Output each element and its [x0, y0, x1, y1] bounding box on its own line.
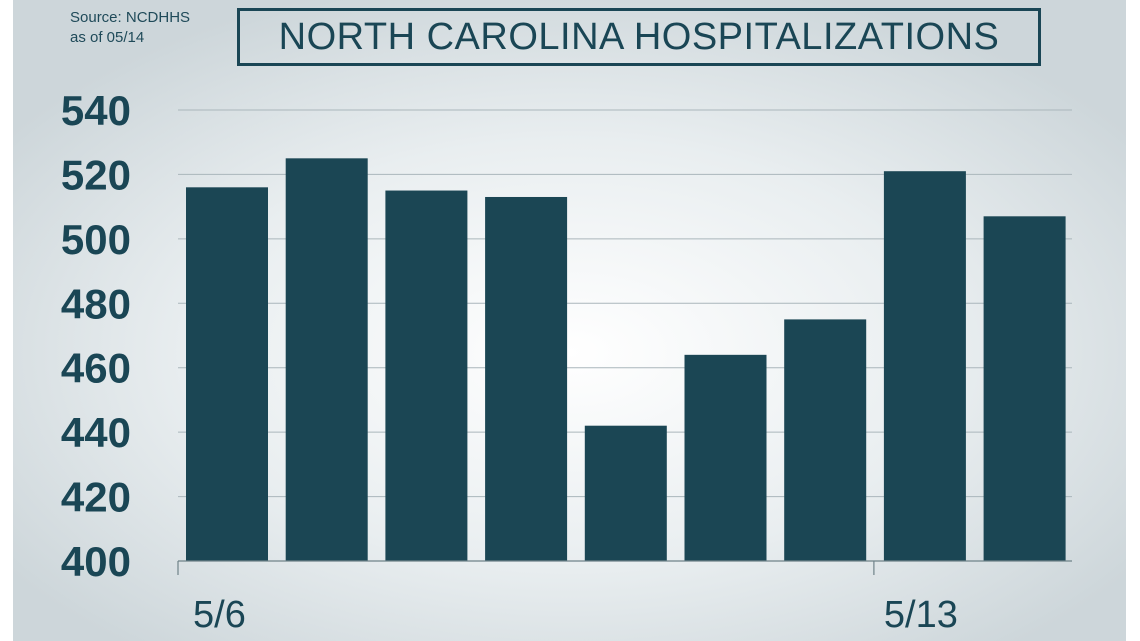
bar [784, 319, 867, 561]
x-tick-label: 5/6 [193, 594, 246, 636]
y-tick-label: 480 [61, 280, 131, 327]
bar [584, 425, 667, 561]
bar [883, 171, 966, 561]
bars [186, 158, 1066, 562]
source-note: Source: NCDHHS as of 05/14 [70, 8, 190, 48]
y-axis-ticks: 400 420 440 460 480 500 520 540 [61, 87, 131, 585]
right-frame-border [1126, 0, 1140, 641]
y-tick-label: 500 [61, 216, 131, 263]
chart-title-box: NORTH CAROLINA HOSPITALIZATIONS [237, 8, 1041, 66]
y-tick-label: 520 [61, 151, 131, 198]
y-tick-label: 400 [61, 538, 131, 585]
source-line: Source: NCDHHS [70, 9, 191, 26]
bar [983, 216, 1066, 562]
left-frame-border [0, 0, 13, 641]
y-tick-label: 440 [61, 409, 131, 456]
bar [285, 158, 368, 562]
x-axis-ticks: 5/6 5/13 [177, 561, 958, 636]
bar [186, 187, 268, 562]
bar [485, 196, 568, 561]
x-tick-label: 5/13 [884, 594, 958, 636]
y-tick-label: 540 [61, 87, 131, 134]
y-tick-label: 460 [61, 345, 131, 392]
chart-title: NORTH CAROLINA HOSPITALIZATIONS [278, 15, 1000, 58]
bar [684, 354, 767, 561]
as-of-date-line: as of 05/14 [70, 29, 145, 46]
y-tick-label: 420 [61, 474, 131, 521]
bar [385, 190, 468, 562]
